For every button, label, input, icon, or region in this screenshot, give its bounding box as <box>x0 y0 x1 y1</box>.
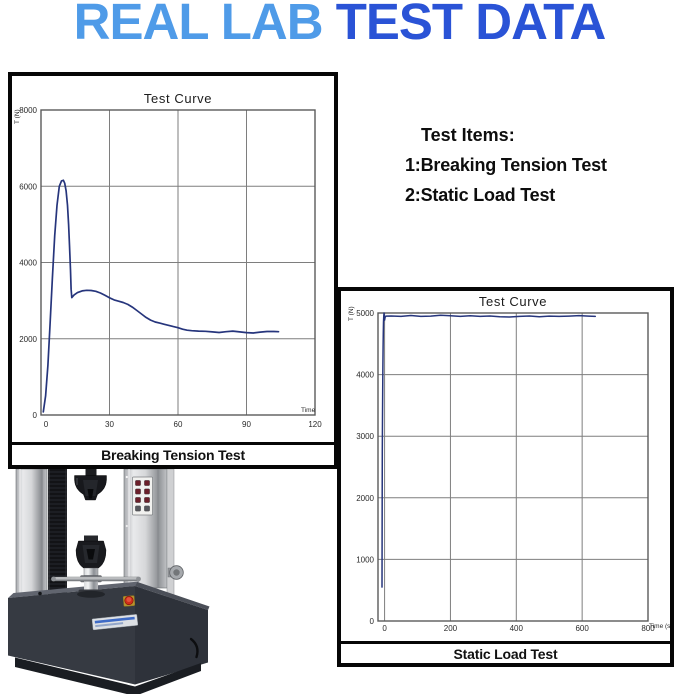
svg-text:4000: 4000 <box>19 259 37 268</box>
static-load-panel: 0 200 400 600 800 0 1000 2000 3000 4000 5000 Test C… <box>337 287 674 667</box>
test-items-heading: Test Items: <box>421 125 515 145</box>
svg-text:Time (s): Time (s) <box>649 623 670 630</box>
machine-control-panel <box>132 476 153 516</box>
page-title-part1: REAL LAB <box>73 0 336 50</box>
svg-text:1000: 1000 <box>356 555 374 564</box>
svg-text:400: 400 <box>510 624 524 633</box>
breaking-tension-footer-label: Breaking Tension Test <box>12 442 334 465</box>
emergency-stop-button <box>122 595 136 607</box>
svg-text:2000: 2000 <box>356 494 374 503</box>
test-item-2: 2:Static Load Test <box>405 185 556 205</box>
svg-text:30: 30 <box>105 420 114 429</box>
page-title-part2: TEST DATA <box>335 0 607 50</box>
svg-text:T (N): T (N) <box>348 306 355 321</box>
svg-text:8000: 8000 <box>19 106 37 115</box>
static-load-footer-label: Static Load Test <box>341 641 670 663</box>
svg-text:4000: 4000 <box>356 371 374 380</box>
svg-text:Test Curve: Test Curve <box>479 294 547 309</box>
svg-text:0: 0 <box>33 411 38 420</box>
svg-text:60: 60 <box>174 420 183 429</box>
svg-text:0: 0 <box>44 420 49 429</box>
svg-text:0: 0 <box>370 617 375 626</box>
svg-text:3000: 3000 <box>356 432 374 441</box>
svg-text:0: 0 <box>382 624 387 633</box>
breaking-tension-panel: 0 30 60 90 120 0 2000 4000 6000 8000 Test Curve T (… <box>8 72 338 469</box>
svg-text:90: 90 <box>242 420 251 429</box>
page-title: REAL LAB TEST DATA <box>0 0 679 48</box>
static-load-chart: 0 200 400 600 800 0 1000 2000 3000 4000 5000 Test C… <box>348 294 670 633</box>
upper-grip <box>74 469 107 501</box>
lower-grip <box>51 535 141 598</box>
svg-text:120: 120 <box>308 420 322 429</box>
svg-text:Test Curve: Test Curve <box>144 91 212 106</box>
machine-label <box>91 614 139 631</box>
svg-text:600: 600 <box>575 624 589 633</box>
svg-text:6000: 6000 <box>19 182 37 191</box>
svg-text:2000: 2000 <box>19 335 37 344</box>
svg-text:Time: Time <box>301 407 316 414</box>
svg-text:T (N): T (N) <box>14 109 21 124</box>
svg-text:800: 800 <box>641 624 655 633</box>
svg-text:5000: 5000 <box>356 309 374 318</box>
svg-text:200: 200 <box>444 624 458 633</box>
test-items-block: Test Items: 1:Breaking Tension Test 2:St… <box>405 120 677 210</box>
machine-base <box>8 581 210 694</box>
test-item-1: 1:Breaking Tension Test <box>405 155 607 175</box>
breaking-tension-chart: 0 30 60 90 120 0 2000 4000 6000 8000 Test Curve T (… <box>14 91 322 429</box>
testing-machine-photo <box>8 469 210 694</box>
machine-side-connector <box>167 565 184 580</box>
